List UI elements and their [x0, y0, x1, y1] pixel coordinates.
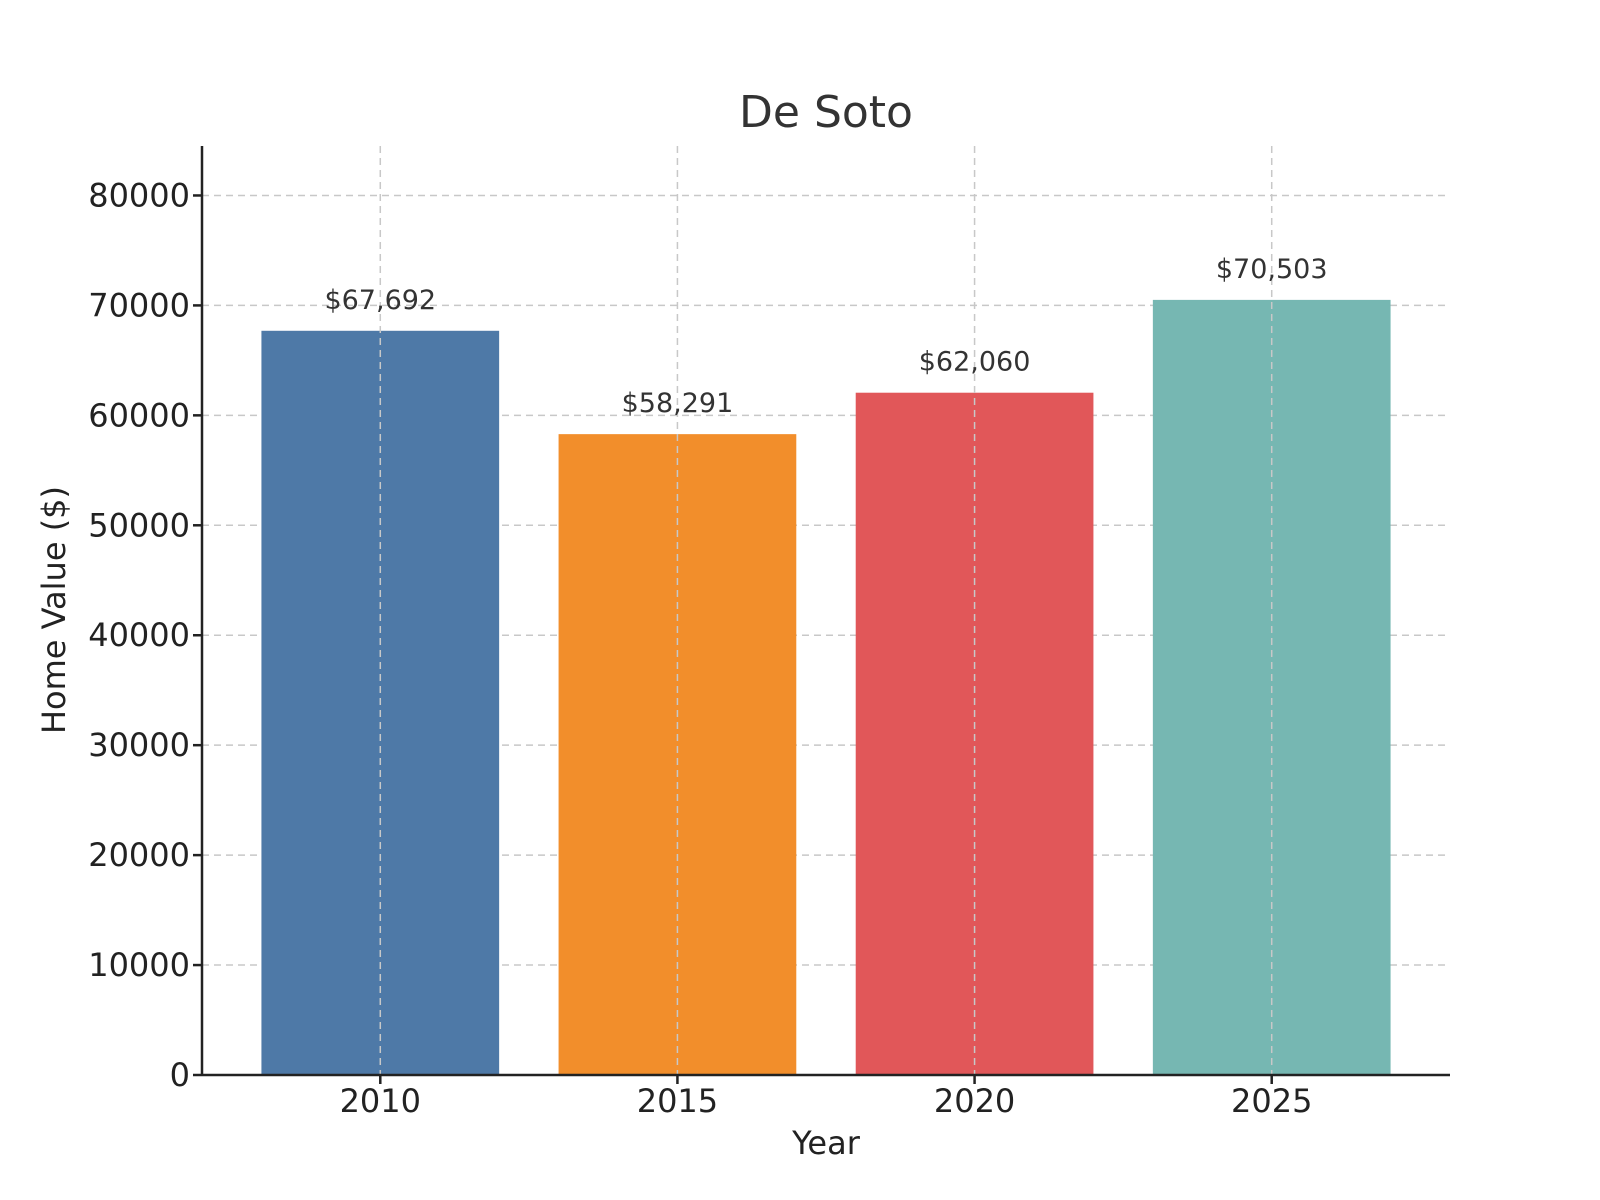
- y-tick-label: 70000: [88, 286, 190, 324]
- y-axis-label: Home Value ($): [35, 486, 73, 734]
- data-label: $58,291: [622, 388, 734, 419]
- data-label: $62,060: [919, 347, 1031, 378]
- bar-layer: [261, 299, 1391, 1076]
- data-label: $67,692: [324, 285, 436, 316]
- y-tick-label: 50000: [88, 506, 190, 544]
- x-tick-label: 2010: [340, 1082, 421, 1120]
- data-label: $70,503: [1216, 254, 1328, 285]
- label-layer: 0 10000 20000 30000 40000 50000 60000 70000 8000…: [88, 176, 1327, 1120]
- y-tick-label: 0: [170, 1056, 190, 1094]
- y-tick-label: 40000: [88, 616, 190, 654]
- vertical-grid-layer: [379, 146, 1273, 1075]
- y-tick-label: 20000: [88, 836, 190, 874]
- x-tick-label: 2020: [934, 1082, 1015, 1120]
- x-axis-label: Year: [791, 1124, 861, 1162]
- axis-layer: [193, 146, 1450, 1084]
- y-tick-label: 10000: [88, 946, 190, 984]
- y-tick-label: 80000: [88, 176, 190, 214]
- x-tick-label: 2025: [1231, 1082, 1312, 1120]
- chart-title: De Soto: [739, 87, 913, 138]
- x-tick-label: 2015: [637, 1082, 718, 1120]
- y-tick-label: 60000: [88, 396, 190, 434]
- y-tick-label: 30000: [88, 726, 190, 764]
